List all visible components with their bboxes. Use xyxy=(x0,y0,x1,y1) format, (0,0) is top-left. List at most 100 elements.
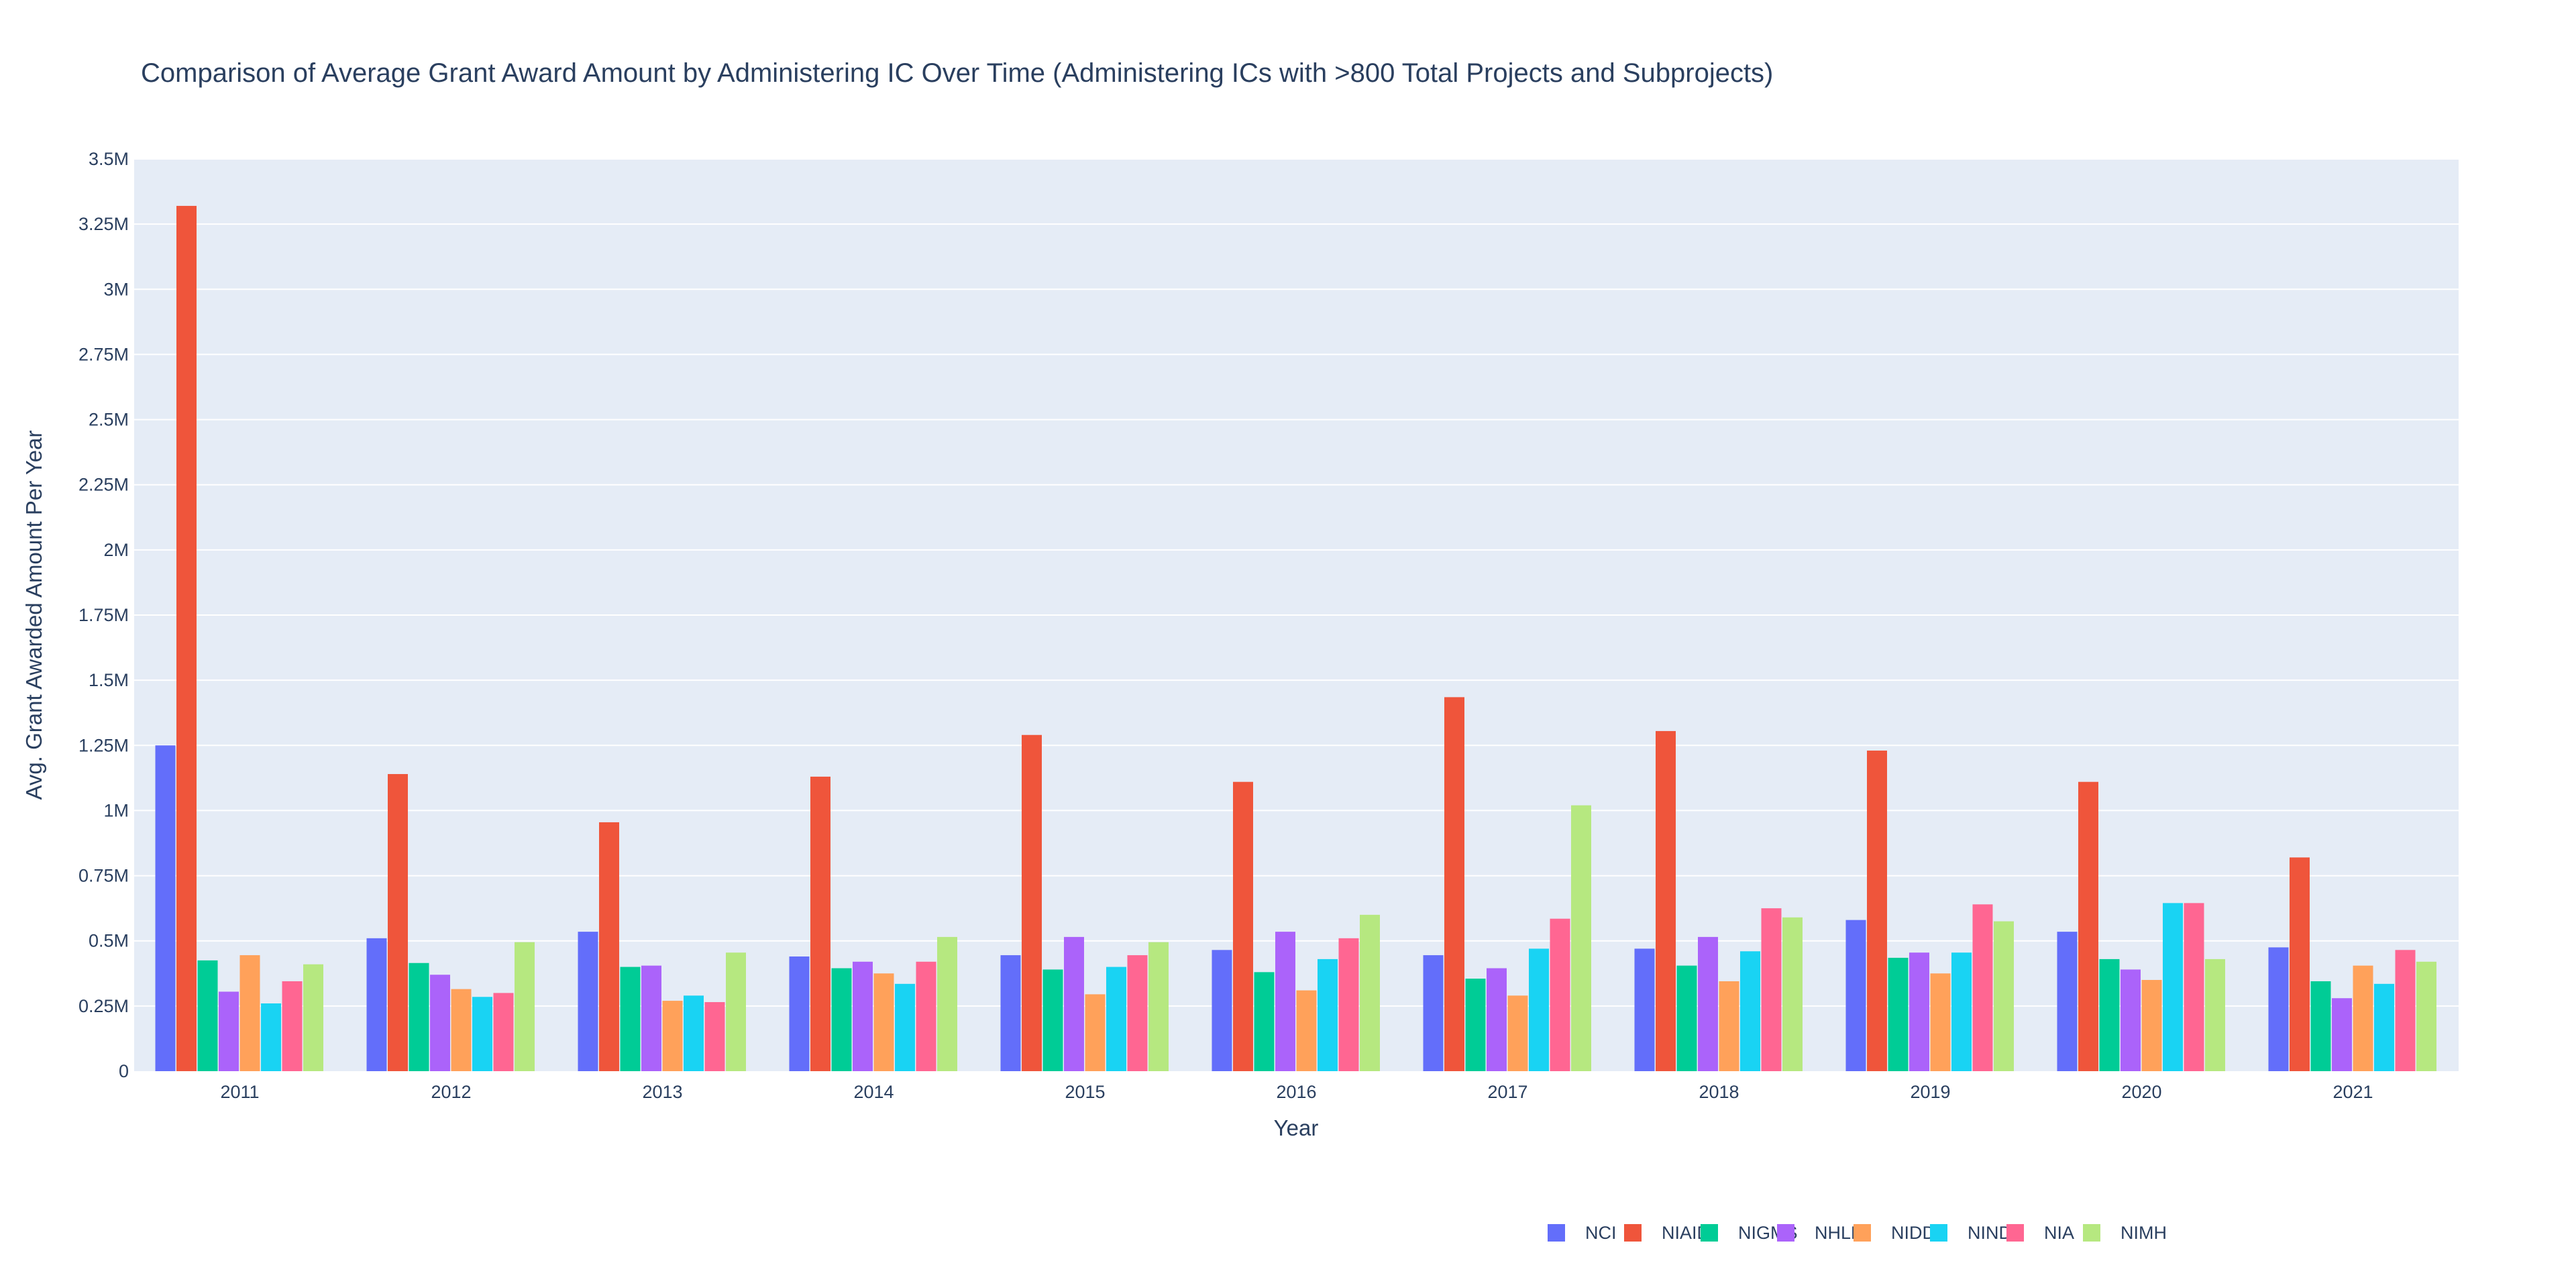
y-axis-title: Avg. Grant Awarded Amount Per Year xyxy=(21,431,46,800)
bar-nigms-2011 xyxy=(197,960,218,1071)
bar-nigms-2019 xyxy=(1888,957,1909,1071)
bar-nimh-2016 xyxy=(1360,914,1380,1071)
bar-nhlbi-2019 xyxy=(1909,952,1929,1071)
bar-nhlbi-2014 xyxy=(853,961,873,1071)
x-tick-label: 2019 xyxy=(1910,1082,1950,1102)
x-tick-label: 2011 xyxy=(220,1082,259,1102)
y-tick-label: 3.5M xyxy=(89,149,129,169)
gridlines xyxy=(134,158,2459,1007)
bar-nci-2015 xyxy=(1000,955,1021,1071)
x-tick-label: 2015 xyxy=(1065,1082,1105,1102)
bars xyxy=(155,205,2436,1071)
legend-swatch-nimh xyxy=(2083,1224,2100,1242)
legend-swatch-nci xyxy=(1548,1224,1565,1242)
bar-ninds-2016 xyxy=(1318,958,1338,1071)
bar-nhlbi-2020 xyxy=(2121,969,2141,1071)
bar-ninds-2020 xyxy=(2163,903,2183,1071)
y-tick-label: 2.25M xyxy=(78,475,129,495)
bar-niddk-2014 xyxy=(873,973,894,1071)
bar-niddk-2019 xyxy=(1930,973,1951,1071)
legend-swatch-nia xyxy=(2006,1224,2024,1242)
bar-ninds-2018 xyxy=(1740,951,1760,1071)
x-tick-label: 2012 xyxy=(431,1082,471,1102)
bar-nhlbi-2012 xyxy=(430,975,450,1071)
bar-niaid-2017 xyxy=(1444,697,1464,1071)
bar-niddk-2020 xyxy=(2141,980,2162,1071)
bar-nigms-2012 xyxy=(409,963,429,1071)
bar-nimh-2019 xyxy=(1994,921,2014,1071)
y-tick-label: 1M xyxy=(103,800,129,820)
bar-niaid-2011 xyxy=(176,205,197,1071)
bar-nigms-2017 xyxy=(1465,979,1486,1071)
bar-nhlbi-2015 xyxy=(1064,936,1084,1071)
bar-nia-2018 xyxy=(1761,908,1782,1071)
bar-nia-2021 xyxy=(2395,950,2416,1071)
bar-ninds-2013 xyxy=(684,995,704,1071)
bar-nci-2012 xyxy=(366,938,387,1071)
bar-nhlbi-2011 xyxy=(219,991,239,1071)
bar-ninds-2019 xyxy=(1951,952,1972,1071)
bar-nia-2014 xyxy=(916,961,936,1071)
bar-niaid-2016 xyxy=(1233,781,1253,1071)
bar-nhlbi-2017 xyxy=(1487,968,1507,1071)
chart-title: Comparison of Average Grant Award Amount… xyxy=(141,58,1773,88)
bar-niddk-2012 xyxy=(451,989,472,1071)
x-tick-label: 2020 xyxy=(2121,1082,2161,1102)
bar-niaid-2018 xyxy=(1656,730,1676,1071)
legend-label-nia: NIA xyxy=(2044,1223,2074,1243)
bar-ninds-2017 xyxy=(1529,948,1549,1071)
bar-nci-2011 xyxy=(155,745,176,1071)
bar-nhlbi-2021 xyxy=(2332,998,2352,1071)
legend-label-nci: NCI xyxy=(1585,1223,1617,1243)
x-tick-label: 2017 xyxy=(1487,1082,1527,1102)
bar-niaid-2012 xyxy=(388,774,408,1071)
bar-nhlbi-2018 xyxy=(1698,936,1718,1071)
bar-nia-2017 xyxy=(1550,918,1570,1071)
bar-niaid-2015 xyxy=(1022,734,1042,1071)
bar-niddk-2013 xyxy=(662,1001,683,1071)
x-axis-title: Year xyxy=(1274,1115,1319,1140)
bar-nigms-2015 xyxy=(1042,969,1063,1071)
bar-nci-2013 xyxy=(578,932,598,1071)
bar-nimh-2018 xyxy=(1782,917,1803,1071)
bar-nci-2016 xyxy=(1212,950,1232,1071)
x-tick-label: 2021 xyxy=(2332,1082,2373,1102)
x-axis-ticks: 2011 2012 2013 2014 2015 2016 2017 2018 2019 2020… xyxy=(220,1082,2373,1102)
bar-nimh-2017 xyxy=(1571,805,1591,1071)
bar-nimh-2012 xyxy=(515,942,535,1071)
y-tick-label: 1.75M xyxy=(78,605,129,625)
bar-nimh-2014 xyxy=(937,936,957,1071)
x-tick-label: 2018 xyxy=(1699,1082,1739,1102)
y-tick-label: 2M xyxy=(103,540,129,560)
legend-swatch-nhlbi xyxy=(1777,1224,1794,1242)
y-tick-label: 3M xyxy=(103,279,129,299)
y-tick-label: 0.25M xyxy=(78,996,129,1016)
bar-niaid-2021 xyxy=(2290,857,2310,1071)
bar-niaid-2014 xyxy=(810,776,830,1071)
bar-nci-2019 xyxy=(1845,920,1866,1071)
y-tick-label: 1.25M xyxy=(78,735,129,755)
bar-nigms-2018 xyxy=(1676,965,1697,1071)
y-tick-label: 0.5M xyxy=(89,931,129,951)
bar-nci-2018 xyxy=(1634,948,1655,1071)
bar-nci-2021 xyxy=(2268,947,2289,1071)
bar-nia-2020 xyxy=(2184,903,2204,1071)
legend: NCI NIAID NIGMS NHLBI NIDDK NINDS NIA NIMH xyxy=(1548,1223,2167,1243)
y-tick-label: 1.5M xyxy=(89,670,129,690)
bar-nci-2014 xyxy=(789,956,810,1071)
bar-nimh-2020 xyxy=(2205,958,2225,1071)
bar-nhlbi-2013 xyxy=(641,965,661,1071)
bar-ninds-2014 xyxy=(895,983,915,1071)
bar-nia-2019 xyxy=(1972,904,1993,1071)
x-tick-label: 2016 xyxy=(1276,1082,1316,1102)
legend-swatch-ninds xyxy=(1930,1224,1947,1242)
bar-niddk-2016 xyxy=(1296,990,1317,1071)
bar-nia-2011 xyxy=(282,981,303,1071)
bar-niddk-2015 xyxy=(1085,994,1106,1071)
bar-niddk-2021 xyxy=(2353,965,2373,1071)
bar-nci-2020 xyxy=(2057,932,2078,1071)
bar-nimh-2015 xyxy=(1148,942,1169,1071)
bar-nia-2015 xyxy=(1127,955,1148,1071)
bar-nigms-2013 xyxy=(620,967,641,1071)
